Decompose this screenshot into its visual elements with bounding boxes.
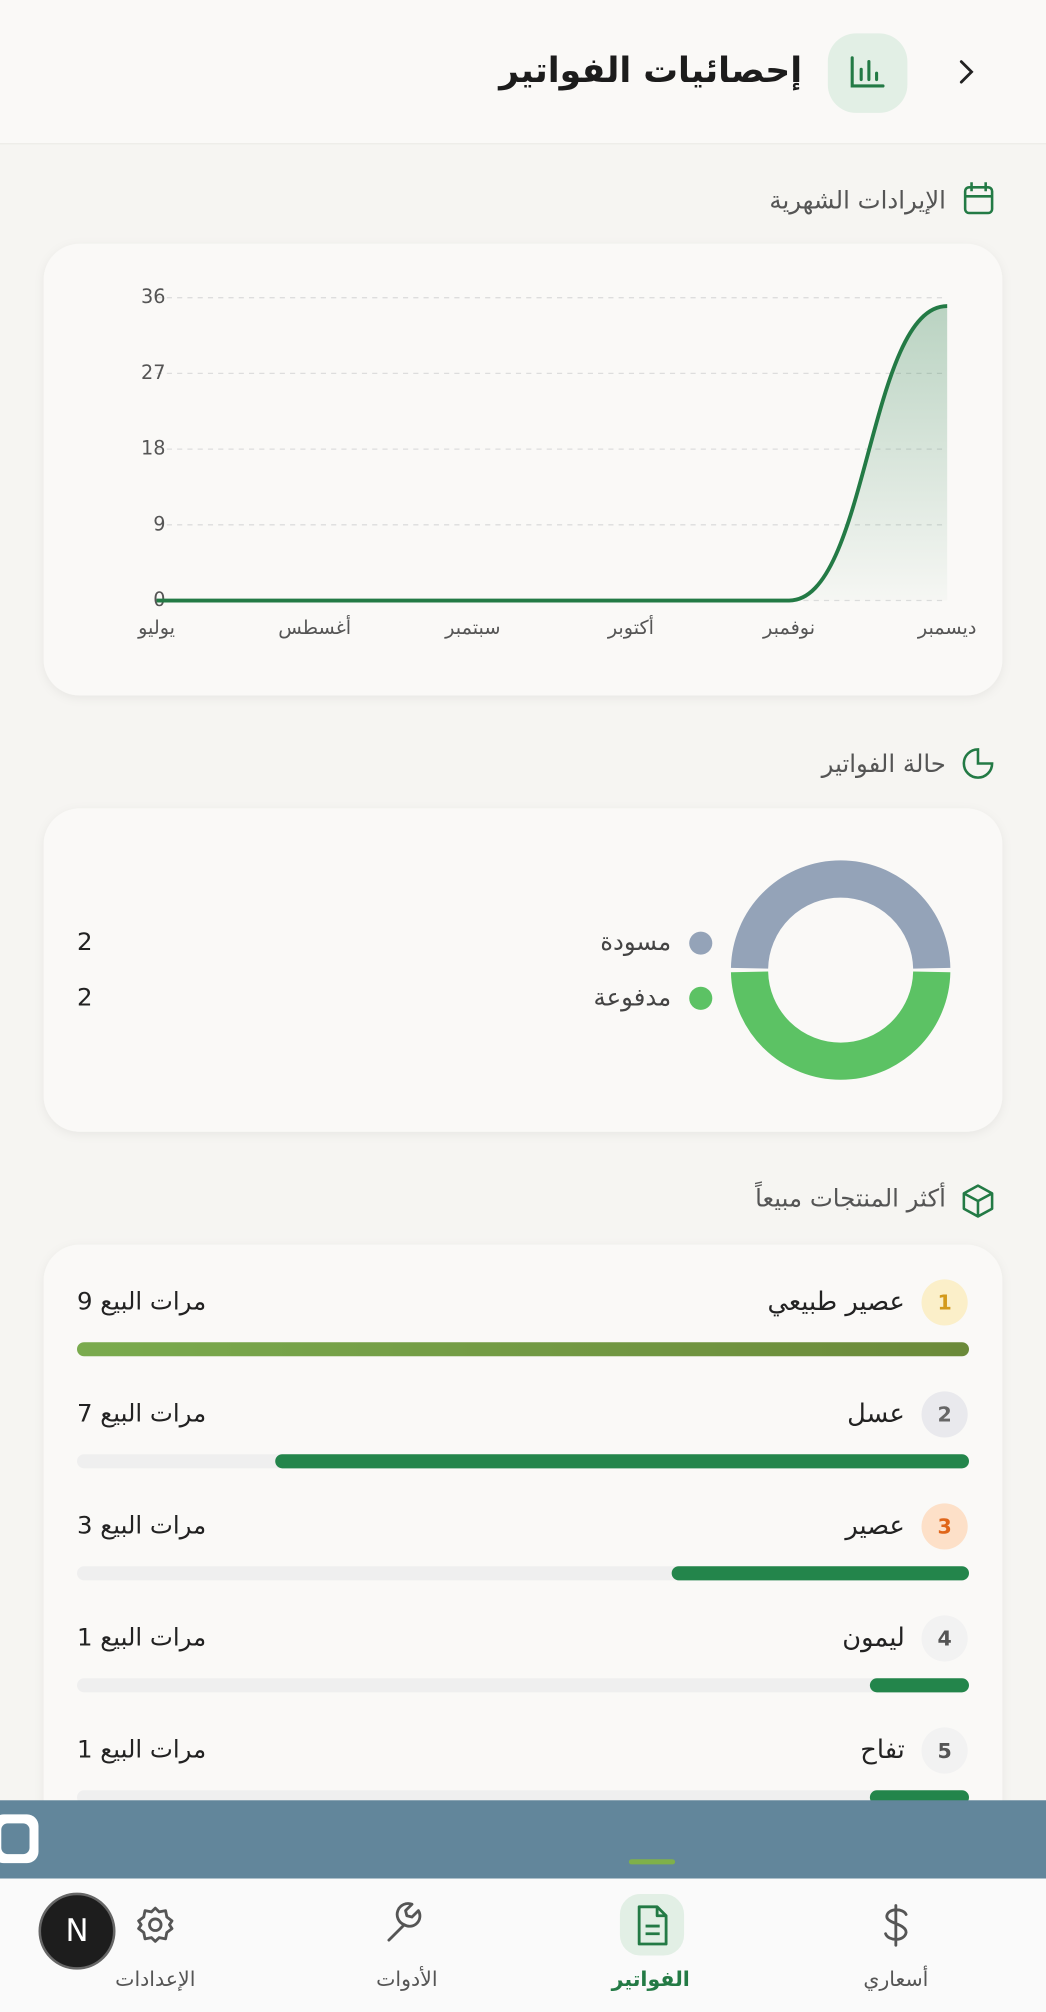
product-name: عصير: [843, 1511, 904, 1541]
bar: [77, 1342, 969, 1357]
rank-label: 5: [937, 1739, 951, 1763]
rank-label: 3: [937, 1515, 951, 1539]
sales-label: 7 مرات البيع: [77, 1398, 206, 1427]
donut-slice: [730, 970, 951, 1080]
rank-label: 4: [937, 1627, 951, 1651]
rank-badge: [921, 1503, 968, 1550]
legend-label: مسودة: [600, 927, 671, 956]
bar: [869, 1678, 969, 1693]
donut-slice: [730, 860, 951, 970]
y-tick-label: 18: [141, 437, 165, 460]
area: [156, 306, 948, 601]
rank-label: 1: [937, 1291, 951, 1315]
rank-badge: [921, 1279, 968, 1326]
chart-icon: [850, 56, 885, 88]
rank-label: 2: [937, 1403, 951, 1427]
status-chart: مسودة 2 مدفوعة 2: [77, 860, 951, 1080]
bottom-nav: [0, 1878, 1046, 2012]
legend-dot: [689, 986, 713, 1010]
legend-label: مدفوعة: [594, 982, 672, 1011]
y-tick-label: 9: [153, 512, 165, 535]
tools-icon[interactable]: [387, 1902, 422, 1942]
line: [156, 304, 948, 603]
section-title: الإيرادات الشهرية: [769, 185, 946, 214]
x-tick-label: أكتوبر: [607, 615, 654, 639]
product-name: تفاح: [860, 1735, 905, 1765]
banner-handle: [628, 1859, 676, 1865]
dev-badge[interactable]: [38, 1892, 116, 1970]
banner-icon-inner: [1, 1823, 30, 1855]
settings-icon[interactable]: [137, 1906, 174, 1943]
rank-badge: [921, 1615, 968, 1662]
box-icon: [962, 1184, 994, 1218]
nav-labels: أسعاري الفواتير الأدوات الإعدادات: [115, 1966, 928, 1991]
x-tick-label: سبتمبر: [444, 616, 500, 639]
x-tick-label: أغسطس: [278, 615, 351, 639]
dollar-icon[interactable]: [884, 1904, 908, 1947]
bar: [275, 1454, 969, 1469]
legend-count: 2: [77, 982, 93, 1011]
sales-label: 9 مرات البيع: [77, 1286, 206, 1315]
page-title: إحصائيات الفواتير: [497, 51, 802, 91]
x-tick-label: ديسمبر: [917, 616, 977, 639]
sales-label: 1 مرات البيع: [77, 1734, 206, 1763]
dev-badge-label: N: [65, 1913, 88, 1949]
sales-label: 1 مرات البيع: [77, 1622, 206, 1651]
product-name: ليمون: [842, 1623, 905, 1653]
nav-label[interactable]: أسعاري: [863, 1966, 928, 1991]
product-name: عصير طبيعي: [768, 1287, 905, 1317]
status-card: [43, 808, 1003, 1132]
rank-badge: [921, 1727, 968, 1774]
back-button[interactable]: [959, 60, 974, 84]
product-name: عسل: [847, 1399, 905, 1429]
revenue-card: [43, 243, 1003, 696]
banner: [0, 1800, 1046, 1879]
calendar-icon: [963, 182, 994, 215]
section-title: حالة الفواتير: [820, 749, 946, 778]
nav-label[interactable]: الفواتير: [611, 1967, 690, 1991]
y-tick-label: 27: [141, 361, 165, 384]
nav-label[interactable]: الإعدادات: [115, 1967, 195, 1991]
y-tick-label: 36: [141, 285, 165, 308]
invoice-icon[interactable]: [637, 1905, 668, 1946]
nav-label[interactable]: الأدوات: [376, 1966, 437, 1991]
x-tick-label: يوليو: [137, 616, 175, 639]
rank-badge: [921, 1391, 968, 1438]
pie-icon: [962, 748, 994, 779]
sales-label: 3 مرات البيع: [77, 1510, 206, 1539]
bar-track: [77, 1678, 969, 1693]
legend-dot: [689, 931, 713, 955]
section-title: أكثر المنتجات مبيعاً: [754, 1180, 945, 1212]
x-tick-label: نوفمبر: [762, 616, 815, 639]
bar: [671, 1566, 969, 1581]
legend-count: 2: [77, 927, 93, 956]
